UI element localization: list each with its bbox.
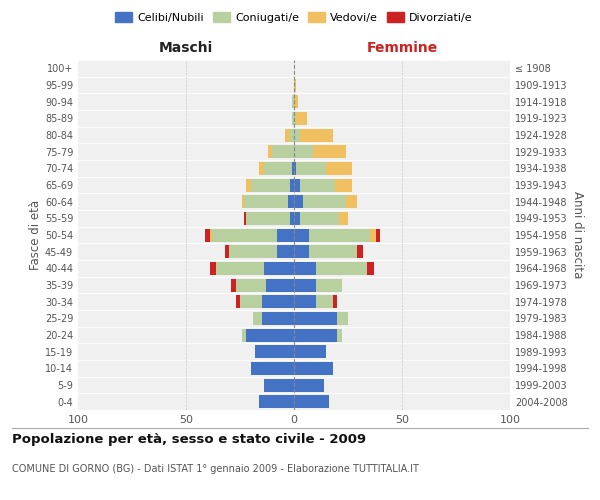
Bar xyxy=(266,278,294,291)
Bar xyxy=(232,278,236,291)
Legend: Celibi/Nubili, Coniugati/e, Vedovi/e, Divorziati/e: Celibi/Nubili, Coniugati/e, Vedovi/e, Di… xyxy=(111,8,477,28)
Bar xyxy=(294,78,296,92)
Text: Popolazione per età, sesso e stato civile - 2009: Popolazione per età, sesso e stato civil… xyxy=(12,432,366,446)
Bar xyxy=(259,162,264,175)
Bar xyxy=(264,162,292,175)
Bar xyxy=(367,262,374,275)
Bar xyxy=(287,195,294,208)
Y-axis label: Anni di nascita: Anni di nascita xyxy=(571,192,584,278)
Bar xyxy=(376,228,380,241)
Bar xyxy=(216,262,264,275)
Bar xyxy=(294,145,313,158)
Text: COMUNE DI GORNO (BG) - Dati ISTAT 1° gennaio 2009 - Elaborazione TUTTITALIA.IT: COMUNE DI GORNO (BG) - Dati ISTAT 1° gen… xyxy=(12,464,419,474)
Bar xyxy=(262,295,294,308)
Bar xyxy=(225,245,229,258)
Bar xyxy=(294,378,324,392)
Bar xyxy=(242,195,244,208)
Bar xyxy=(292,162,294,175)
Bar xyxy=(294,178,301,192)
Bar xyxy=(294,212,301,225)
Bar xyxy=(294,262,316,275)
Bar xyxy=(301,212,340,225)
Bar xyxy=(205,228,210,241)
Bar xyxy=(210,262,216,275)
Bar xyxy=(253,312,262,325)
Bar xyxy=(294,228,309,241)
Bar xyxy=(210,228,212,241)
Bar xyxy=(340,212,348,225)
Bar xyxy=(292,95,294,108)
Bar xyxy=(229,245,277,258)
Bar xyxy=(272,145,294,158)
Bar xyxy=(309,228,370,241)
Bar xyxy=(262,312,294,325)
Bar xyxy=(296,162,326,175)
Bar xyxy=(294,295,316,308)
Bar xyxy=(294,345,326,358)
Bar xyxy=(294,312,337,325)
Bar xyxy=(251,178,290,192)
Bar xyxy=(212,228,277,241)
Bar xyxy=(296,112,307,125)
Text: Femmine: Femmine xyxy=(367,41,437,55)
Bar xyxy=(251,362,294,375)
Bar xyxy=(337,328,341,342)
Bar xyxy=(247,178,251,192)
Bar xyxy=(294,162,296,175)
Bar xyxy=(346,195,356,208)
Bar xyxy=(335,178,352,192)
Bar xyxy=(277,228,294,241)
Y-axis label: Fasce di età: Fasce di età xyxy=(29,200,42,270)
Bar xyxy=(316,295,333,308)
Bar xyxy=(240,295,262,308)
Bar xyxy=(294,395,329,408)
Bar xyxy=(294,128,301,141)
Bar xyxy=(316,278,341,291)
Bar xyxy=(301,128,333,141)
Bar xyxy=(294,245,309,258)
Bar xyxy=(294,95,298,108)
Bar xyxy=(277,245,294,258)
Bar xyxy=(242,328,247,342)
Bar xyxy=(259,395,294,408)
Bar xyxy=(290,212,294,225)
Bar xyxy=(370,228,376,241)
Bar xyxy=(326,162,352,175)
Bar xyxy=(247,328,294,342)
Bar xyxy=(302,195,346,208)
Bar xyxy=(247,212,290,225)
Bar xyxy=(268,145,272,158)
Bar xyxy=(244,212,247,225)
Bar xyxy=(313,145,346,158)
Bar xyxy=(294,278,316,291)
Bar xyxy=(301,178,335,192)
Bar xyxy=(244,195,287,208)
Bar xyxy=(294,362,333,375)
Bar xyxy=(290,178,294,192)
Bar xyxy=(333,295,337,308)
Bar xyxy=(292,112,294,125)
Bar xyxy=(286,128,290,141)
Text: Maschi: Maschi xyxy=(159,41,213,55)
Bar xyxy=(236,295,240,308)
Bar xyxy=(294,112,296,125)
Bar xyxy=(309,245,356,258)
Bar xyxy=(337,312,348,325)
Bar xyxy=(264,378,294,392)
Bar xyxy=(264,262,294,275)
Bar xyxy=(294,328,337,342)
Bar xyxy=(356,245,363,258)
Bar xyxy=(290,128,294,141)
Bar xyxy=(255,345,294,358)
Bar xyxy=(294,195,302,208)
Bar xyxy=(236,278,266,291)
Bar xyxy=(316,262,367,275)
